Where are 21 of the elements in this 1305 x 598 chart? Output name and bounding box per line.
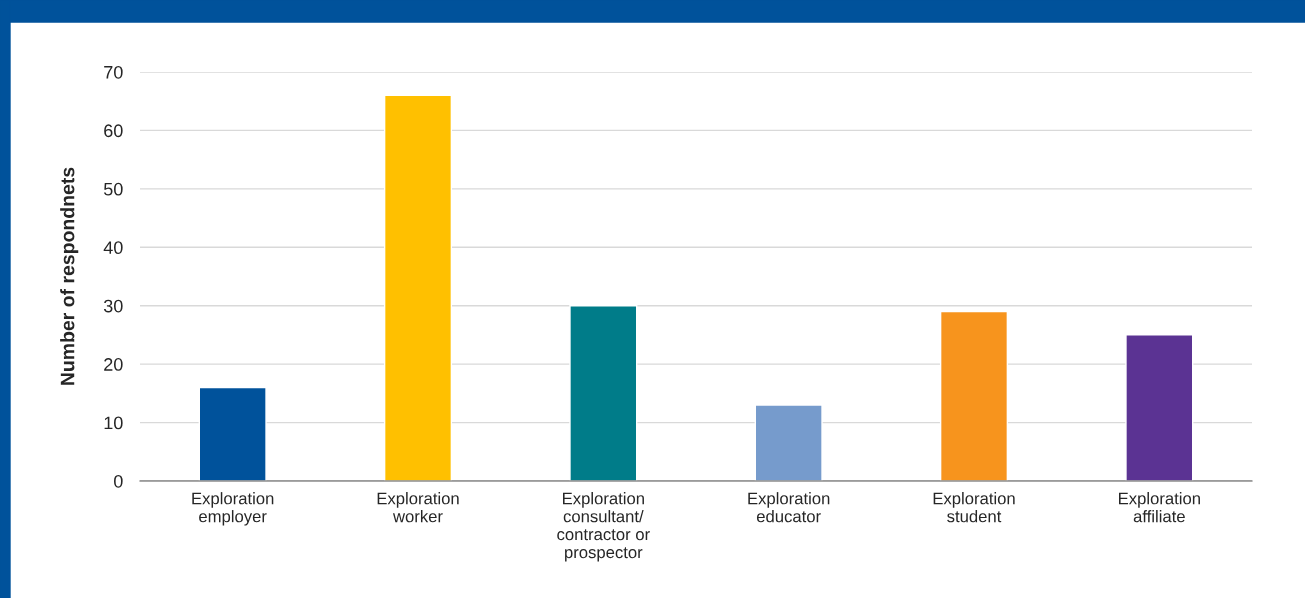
x-tick-label: Exploration affiliate (1119, 492, 1200, 523)
bar (939, 310, 1009, 481)
bar (383, 94, 453, 481)
y-tick-label: 50 (103, 182, 123, 196)
x-tick-label: Exploration employer (192, 492, 274, 526)
y-tick-label: 20 (104, 358, 123, 371)
y-tick-label: 70 (104, 65, 123, 79)
y-tick-label: 40 (103, 241, 123, 255)
x-tick-label: Exploration consultant/ contractor or prospector (557, 492, 650, 562)
x-tick-label: Exploration student (933, 492, 1015, 523)
y-tick-label: 60 (104, 124, 123, 138)
x-tick-label: Exploration educator (748, 492, 830, 523)
x-tick-label: Exploration worker (377, 492, 459, 523)
bar (198, 386, 267, 481)
y-axis-title: Number of respondnets (60, 167, 79, 385)
y-tick-label: 0 (114, 474, 123, 488)
bar (569, 305, 638, 481)
y-tick-label: 30 (103, 299, 123, 313)
y-tick-label: 10 (104, 416, 123, 430)
bar (1125, 334, 1194, 481)
bar (754, 404, 823, 481)
